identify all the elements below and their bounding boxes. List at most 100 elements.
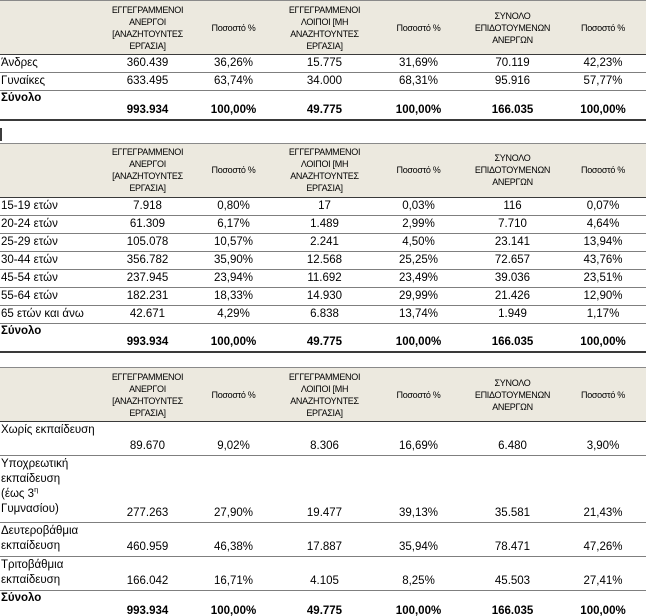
pct-cell: 36,26%: [190, 54, 277, 73]
header-row: ΕΓΓΕΓΡΑΜΜΕΝΟΙ ΑΝΕΡΓΟΙ [ΑΝΑΖΗΤΟΥΝΤΕΣ ΕΡΓΑ…: [0, 142, 646, 198]
pct-cell: 2,99%: [372, 215, 465, 234]
column-header-registered-unemployed: ΕΓΓΕΓΡΑΜΜΕΝΟΙ ΑΝΕΡΓΟΙ [ΑΝΑΖΗΤΟΥΝΤΕΣ ΕΡΓΑ…: [105, 0, 190, 55]
value-cell: 21.426: [465, 287, 560, 306]
total-value-cell: 49.775: [277, 90, 372, 121]
total-value-cell: 49.775: [277, 590, 372, 616]
pct-cell: 27,90%: [190, 455, 277, 523]
pct-cell: 46,38%: [190, 522, 277, 557]
row-label-line: Γυμνασίου): [1, 503, 59, 515]
pct-cell: 18,33%: [190, 287, 277, 306]
total-pct-cell: 100,00%: [560, 590, 646, 616]
value-cell: 17: [277, 197, 372, 216]
pct-cell: 4,64%: [560, 215, 646, 234]
pct-cell: 16,69%: [372, 421, 465, 456]
value-cell: 78.471: [465, 522, 560, 557]
total-pct-cell: 100,00%: [372, 90, 465, 121]
value-cell: 39.036: [465, 269, 560, 288]
total-row: Σύνολο 993.934 100,00% 49.775 100,00% 16…: [0, 323, 646, 353]
table-row: 45-54 ετών 237.945 23,94% 11.692 23,49% …: [0, 269, 646, 288]
pct-cell: 16,71%: [190, 556, 277, 591]
pct-cell: 21,43%: [560, 455, 646, 523]
total-value-cell: 993.934: [105, 323, 190, 353]
table-unemployed-by-education: ΕΓΓΕΓΡΑΜΜΕΝΟΙ ΑΝΕΡΓΟΙ [ΑΝΑΖΗΤΟΥΝΤΕΣ ΕΡΓΑ…: [0, 367, 646, 616]
column-header-percentage: Ποσοστό %: [560, 367, 646, 422]
column-header-percentage: Ποσοστό %: [372, 367, 465, 422]
total-pct-cell: 100,00%: [190, 323, 277, 353]
paragraph-gap: [0, 353, 646, 367]
table-row: 20-24 ετών 61.309 6,17% 1.489 2,99% 7.71…: [0, 215, 646, 234]
pct-cell: 23,51%: [560, 269, 646, 288]
pct-cell: 23,49%: [372, 269, 465, 288]
total-pct-cell: 100,00%: [372, 590, 465, 616]
value-cell: 17.887: [277, 522, 372, 557]
total-pct-cell: 100,00%: [372, 323, 465, 353]
pct-cell: 42,23%: [560, 54, 646, 73]
empty-header-cell: [0, 367, 105, 422]
table-row: 30-44 ετών 356.782 35,90% 12.568 25,25% …: [0, 251, 646, 270]
row-label: 30-44 ετών: [0, 251, 105, 270]
pct-cell: 43,76%: [560, 251, 646, 270]
total-pct-cell: 100,00%: [560, 323, 646, 353]
pct-cell: 47,26%: [560, 522, 646, 557]
column-header-registered-other: ΕΓΓΕΓΡΑΜΜΕΝΟΙ ΛΟΙΠΟΙ [ΜΗ ΑΝΑΖΗΤΟΥΝΤΕΣ ΕΡ…: [277, 0, 372, 55]
pct-cell: 13,94%: [560, 233, 646, 252]
header-row: ΕΓΓΕΓΡΑΜΜΕΝΟΙ ΑΝΕΡΓΟΙ [ΑΝΑΖΗΤΟΥΝΤΕΣ ΕΡΓΑ…: [0, 0, 646, 55]
value-cell: 34.000: [277, 72, 372, 91]
table-row: 15-19 ετών 7.918 0,80% 17 0,03% 116 0,07…: [0, 197, 646, 216]
table-row: Χωρίς εκπαίδευση 89.670 9,02% 8.306 16,6…: [0, 421, 646, 456]
value-cell: 89.670: [105, 421, 190, 456]
value-cell: 7.918: [105, 197, 190, 216]
pct-cell: 13,74%: [372, 305, 465, 324]
row-label-line: Υποχρεωτική: [1, 458, 69, 470]
total-value-cell: 166.035: [465, 590, 560, 616]
total-pct-cell: 100,00%: [560, 90, 646, 121]
row-label-line: εκπαίδευση: [1, 473, 61, 485]
total-pct-cell: 100,00%: [190, 590, 277, 616]
pct-cell: 68,31%: [372, 72, 465, 91]
value-cell: 95.916: [465, 72, 560, 91]
value-cell: 633.495: [105, 72, 190, 91]
table-row: Υποχρεωτική εκπαίδευση (έως 3η Γυμνασίου…: [0, 455, 646, 523]
value-cell: 12.568: [277, 251, 372, 270]
pct-cell: 0,03%: [372, 197, 465, 216]
total-value-cell: 166.035: [465, 90, 560, 121]
row-label: Άνδρες: [0, 54, 105, 73]
pct-cell: 27,41%: [560, 556, 646, 591]
pct-cell: 31,69%: [372, 54, 465, 73]
total-pct-cell: 100,00%: [190, 90, 277, 121]
value-cell: 70.119: [465, 54, 560, 73]
table-row: Δευτεροβάθμια εκπαίδευση 460.959 46,38% …: [0, 522, 646, 557]
pct-cell: 63,74%: [190, 72, 277, 91]
total-value-cell: 993.934: [105, 90, 190, 121]
total-label: Σύνολο: [0, 90, 105, 121]
value-cell: 6.480: [465, 421, 560, 456]
column-header-percentage: Ποσοστό %: [190, 367, 277, 422]
value-cell: 116: [465, 197, 560, 216]
row-label-line: (έως 3η: [1, 486, 103, 502]
value-cell: 11.692: [277, 269, 372, 288]
pct-cell: 6,17%: [190, 215, 277, 234]
value-cell: 45.503: [465, 556, 560, 591]
pct-cell: 25,25%: [372, 251, 465, 270]
column-header-percentage: Ποσοστό %: [560, 0, 646, 55]
column-header-percentage: Ποσοστό %: [190, 0, 277, 55]
column-header-percentage: Ποσοστό %: [372, 142, 465, 198]
value-cell: 105.078: [105, 233, 190, 252]
total-value-cell: 166.035: [465, 323, 560, 353]
table-unemployed-by-gender: ΕΓΓΕΓΡΑΜΜΕΝΟΙ ΑΝΕΡΓΟΙ [ΑΝΑΖΗΤΟΥΝΤΕΣ ΕΡΓΑ…: [0, 0, 646, 121]
value-cell: 460.959: [105, 522, 190, 557]
value-cell: 1.489: [277, 215, 372, 234]
column-header-registered-unemployed: ΕΓΓΕΓΡΑΜΜΕΝΟΙ ΑΝΕΡΓΟΙ [ΑΝΑΖΗΤΟΥΝΤΕΣ ΕΡΓΑ…: [105, 367, 190, 422]
value-cell: 61.309: [105, 215, 190, 234]
row-label-fragment: (έως 3: [1, 488, 35, 500]
pct-cell: 0,80%: [190, 197, 277, 216]
value-cell: 7.710: [465, 215, 560, 234]
table-row: Γυναίκες 633.495 63,74% 34.000 68,31% 95…: [0, 72, 646, 91]
pct-cell: 12,90%: [560, 287, 646, 306]
column-header-registered-other: ΕΓΓΕΓΡΑΜΜΕΝΟΙ ΛΟΙΠΟΙ [ΜΗ ΑΝΑΖΗΤΟΥΝΤΕΣ ΕΡ…: [277, 367, 372, 422]
value-cell: 356.782: [105, 251, 190, 270]
pct-cell: 23,94%: [190, 269, 277, 288]
column-header-registered-unemployed: ΕΓΓΕΓΡΑΜΜΕΝΟΙ ΑΝΕΡΓΟΙ [ΑΝΑΖΗΤΟΥΝΤΕΣ ΕΡΓΑ…: [105, 142, 190, 198]
value-cell: 360.439: [105, 54, 190, 73]
